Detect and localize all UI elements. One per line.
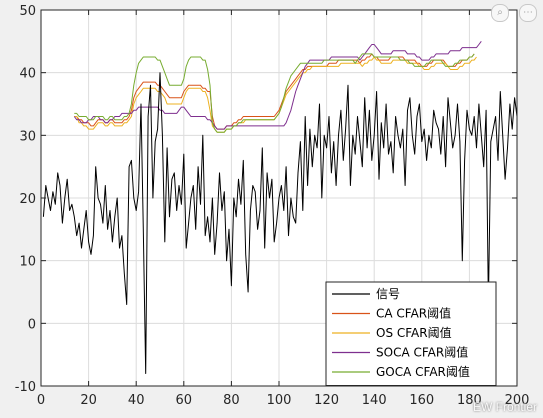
axis-ticks: 0 20 40 60 80 100 120 140 160 180 200-100102030405… [15, 4, 530, 408]
x-tick-label: 0 [37, 393, 45, 408]
x-tick-label: 100 [267, 393, 292, 408]
x-tick-label: 140 [362, 393, 387, 408]
y-tick-label: 30 [19, 129, 36, 144]
y-tick-label: 50 [19, 4, 36, 19]
x-tick-label: 180 [457, 393, 482, 408]
x-tick-label: 40 [128, 393, 145, 408]
series-line-3 [73, 40, 482, 130]
series-line-0 [42, 72, 518, 374]
legend[interactable]: 信号 CA CFAR阈值 OS CFAR阈值 SOCA CFAR阈值 GOCA CFAR… [325, 281, 497, 386]
y-tick-label: 0 [28, 317, 36, 332]
x-tick-label: 120 [314, 393, 339, 408]
y-tick-label: -10 [15, 380, 36, 395]
y-tick-label: 10 [19, 255, 36, 270]
x-tick-label: 20 [80, 393, 97, 408]
y-tick-label: 40 [19, 67, 36, 82]
series-layer [42, 40, 518, 374]
legend-label: SOCA CFAR阈值 [376, 345, 468, 360]
legend-box [325, 281, 497, 386]
figure-toolbar: ⌕ ⋯ [491, 4, 537, 22]
watermark: EW Frontier [472, 400, 537, 414]
series-line-4 [74, 53, 475, 133]
y-tick-label: 20 [19, 192, 36, 207]
legend-label: GOCA CFAR阈值 [376, 364, 470, 379]
more-icon[interactable]: ⋯ [519, 4, 537, 22]
zoom-icon[interactable]: ⌕ [491, 4, 509, 22]
x-tick-label: 200 [505, 393, 530, 408]
x-tick-label: 80 [223, 393, 240, 408]
x-tick-label: 60 [176, 393, 193, 408]
x-tick-label: 160 [409, 393, 434, 408]
legend-label: CA CFAR阈值 [376, 306, 451, 321]
legend-label: OS CFAR阈值 [376, 325, 452, 340]
legend-label: 信号 [376, 287, 400, 301]
